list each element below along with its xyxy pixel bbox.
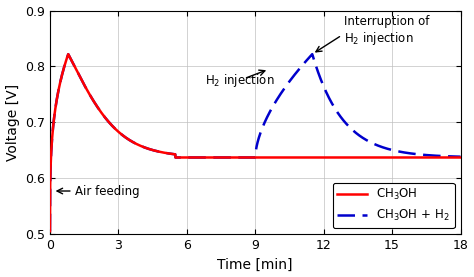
Y-axis label: Voltage [V]: Voltage [V] — [6, 84, 19, 161]
Text: Interruption of
H$_2$ injection: Interruption of H$_2$ injection — [344, 15, 429, 47]
Text: Air feeding: Air feeding — [75, 184, 140, 198]
Legend: CH$_3$OH, CH$_3$OH + H$_2$: CH$_3$OH, CH$_3$OH + H$_2$ — [333, 183, 455, 228]
X-axis label: Time [min]: Time [min] — [218, 257, 293, 271]
Text: H$_2$ injection: H$_2$ injection — [205, 72, 274, 89]
